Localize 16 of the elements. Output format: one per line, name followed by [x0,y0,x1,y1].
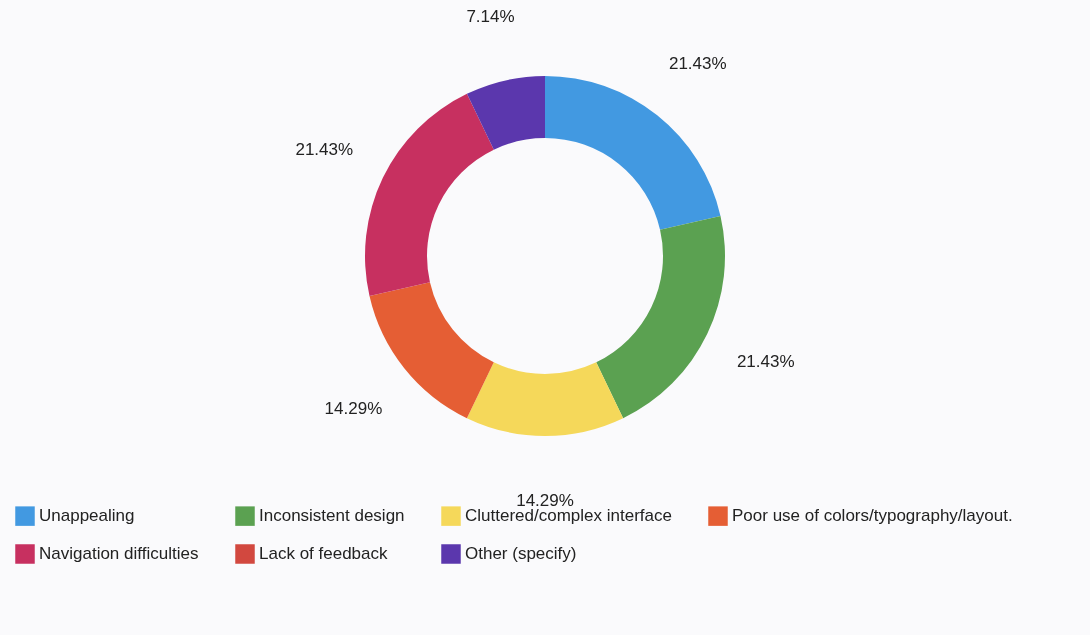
legend-label: Poor use of colors/typography/layout. [732,506,1013,526]
donut-slice [466,76,545,150]
data-label: 14.29% [324,398,383,418]
legend-label: Navigation difficulties [39,544,199,563]
data-label: 21.43% [736,352,795,372]
data-label: 7.14% [466,7,515,27]
donut-slice [545,76,721,230]
donut-slice [466,362,624,436]
legend-label: Lack of feedback [259,544,389,563]
legend-label: Inconsistent design [259,506,405,526]
legend-label: Other (specify) [465,544,577,563]
data-label: 21.43% [668,54,727,74]
donut-slice [596,215,725,419]
donut-slice [365,93,494,297]
data-label: 21.43% [295,139,354,159]
legend-label: Unappealing [39,506,135,526]
